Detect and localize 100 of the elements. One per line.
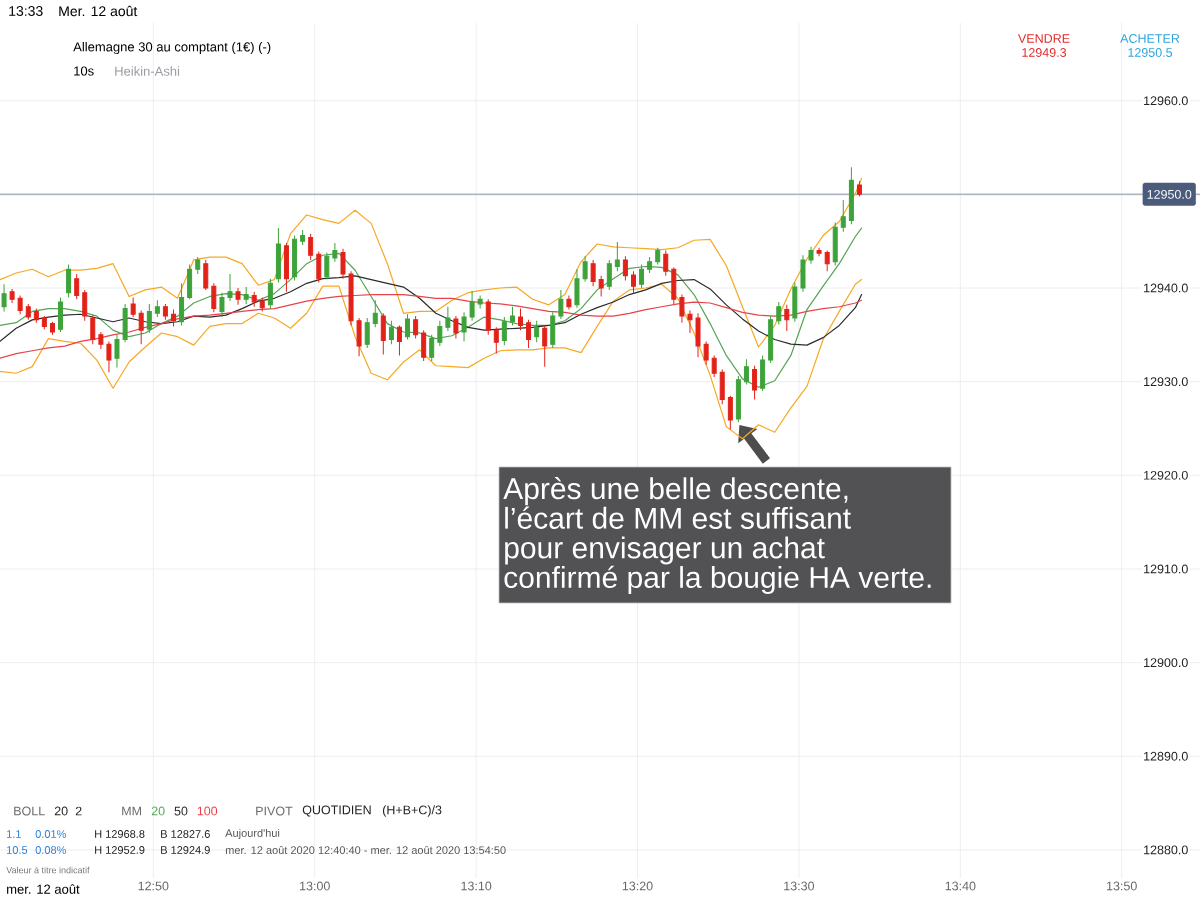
candlestick bbox=[187, 264, 193, 300]
x-tick-label: 13:00 bbox=[300, 881, 330, 891]
candlestick bbox=[687, 309, 693, 334]
candlestick bbox=[195, 256, 201, 275]
candlestick bbox=[752, 365, 758, 400]
candlestick bbox=[396, 324, 402, 356]
candlestick bbox=[848, 166, 854, 225]
candlestick bbox=[856, 180, 862, 197]
candlestick bbox=[550, 311, 556, 349]
y-tick-label: 12880.0 bbox=[1144, 845, 1188, 855]
annotation: Valeur à titre indicatif bbox=[6, 866, 90, 874]
candlestick bbox=[9, 288, 15, 304]
candlestick bbox=[388, 320, 394, 345]
candlestick bbox=[727, 395, 733, 430]
annotation: l’écart de MM est suffisant bbox=[505, 506, 851, 529]
line-series bbox=[0, 275, 863, 346]
annotation: 12949.3 bbox=[1022, 48, 1067, 57]
candlestick bbox=[41, 315, 47, 330]
candlestick bbox=[106, 340, 112, 373]
candlestick bbox=[606, 259, 612, 291]
x-tick-label: 13:50 bbox=[1106, 881, 1137, 891]
text: mer. 12 août bbox=[7, 884, 80, 894]
candlestick bbox=[227, 273, 233, 302]
candlestick bbox=[832, 221, 838, 267]
candlestick bbox=[558, 289, 564, 320]
candlestick bbox=[542, 324, 548, 368]
candlestick bbox=[824, 250, 830, 272]
candlestick bbox=[614, 241, 620, 272]
x-tick-label: 13:20 bbox=[622, 881, 653, 891]
candlestick bbox=[138, 309, 144, 345]
candlestick bbox=[655, 247, 661, 266]
candlestick bbox=[292, 235, 298, 282]
candlestick bbox=[25, 303, 31, 321]
candlestick bbox=[203, 259, 209, 291]
y-tick-label: 12910.0 bbox=[1144, 564, 1188, 574]
candlestick bbox=[526, 319, 532, 349]
y-tick-label: 12940.0 bbox=[1144, 283, 1188, 293]
annotation: 12950.5 bbox=[1128, 48, 1173, 57]
candlestick bbox=[622, 255, 628, 282]
candlestick bbox=[300, 229, 306, 246]
annotation: mer. 12 août 2020 12:40:40 - mer. 12 août 2020 13:54:50 bbox=[225, 845, 506, 855]
candlestick bbox=[171, 309, 177, 327]
candlestick bbox=[808, 246, 814, 265]
annotation: H 12968.8 bbox=[95, 830, 145, 838]
candlestick bbox=[639, 264, 645, 289]
candlestick bbox=[534, 320, 540, 343]
candlestick bbox=[485, 298, 491, 336]
candlestick bbox=[114, 334, 120, 369]
candlestick bbox=[413, 315, 419, 340]
candlestick bbox=[130, 296, 136, 318]
candlestick bbox=[792, 281, 798, 323]
candlestick bbox=[122, 303, 128, 343]
candlestick bbox=[461, 311, 467, 342]
candlestick bbox=[493, 326, 499, 355]
candlestick bbox=[308, 233, 314, 261]
candlestick bbox=[179, 282, 185, 326]
candlestick bbox=[663, 250, 669, 277]
candlestick bbox=[437, 320, 443, 347]
candlestick bbox=[162, 303, 168, 321]
y-tick-label: 12960.0 bbox=[1144, 96, 1188, 106]
candlestick bbox=[598, 275, 604, 297]
annotation: B 12924.9 bbox=[161, 846, 210, 854]
candlestick bbox=[840, 199, 846, 233]
line-series bbox=[0, 278, 863, 440]
candlestick bbox=[695, 312, 701, 358]
candlestick bbox=[49, 321, 55, 336]
candlestick bbox=[743, 358, 749, 385]
y-tick-label: 12900.0 bbox=[1144, 658, 1188, 668]
annotation: BOLL bbox=[14, 806, 45, 816]
annotation: 0.01% bbox=[35, 830, 66, 838]
annotation: 12950.0 bbox=[1147, 189, 1192, 199]
candlestick bbox=[421, 329, 427, 362]
annotation: 1.1 bbox=[7, 830, 21, 838]
candlestick bbox=[631, 270, 637, 294]
text: Mer. 12 août bbox=[59, 5, 138, 17]
candlestick bbox=[243, 286, 249, 305]
annotation: Heikin-Ashi bbox=[115, 66, 180, 76]
y-tick-label: 12890.0 bbox=[1144, 751, 1188, 761]
candlestick bbox=[735, 375, 741, 423]
candlestick bbox=[66, 264, 72, 298]
candlestick bbox=[219, 292, 225, 318]
candlestick bbox=[259, 296, 265, 312]
candlestick bbox=[340, 248, 346, 280]
text: 100 bbox=[197, 806, 218, 816]
candlestick bbox=[509, 306, 515, 326]
candlestick bbox=[776, 301, 782, 326]
candlestick bbox=[235, 287, 241, 306]
annotation: 10.5 bbox=[7, 846, 28, 854]
candlestick bbox=[316, 250, 322, 283]
x-tick-label: 13:10 bbox=[461, 881, 492, 891]
candlestick bbox=[356, 317, 362, 357]
annotation: MM bbox=[122, 806, 142, 816]
candlestick bbox=[364, 317, 370, 349]
candlestick bbox=[332, 242, 338, 263]
candlestick bbox=[719, 368, 725, 405]
candlestick bbox=[324, 251, 330, 281]
candlestick bbox=[816, 247, 822, 257]
annotation: Après une belle descente, bbox=[503, 476, 848, 506]
x-tick-label: 13:30 bbox=[784, 881, 815, 891]
candlestick bbox=[671, 266, 677, 305]
